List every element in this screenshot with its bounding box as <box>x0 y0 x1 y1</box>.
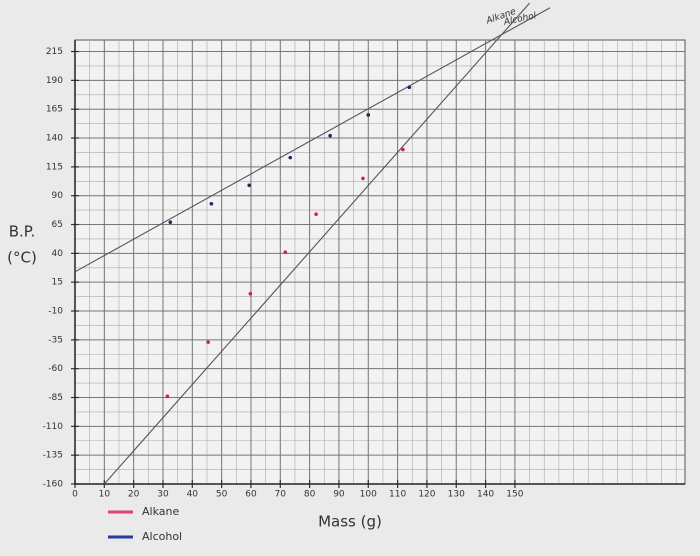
y-tick-label: -160 <box>43 480 64 490</box>
y-tick-label: 140 <box>46 134 63 144</box>
x-tick-label: 20 <box>128 490 140 500</box>
y-tick-label: 40 <box>52 249 64 259</box>
point <box>288 155 293 160</box>
y-tick-label: 65 <box>52 220 63 230</box>
x-tick-label: 90 <box>333 490 345 500</box>
x-axis-title: Mass (g) <box>318 513 382 531</box>
point <box>247 183 252 188</box>
x-tick-label: 30 <box>157 490 169 500</box>
point <box>361 176 365 181</box>
point <box>168 220 173 225</box>
y-tick-label: -85 <box>48 393 63 403</box>
point <box>165 394 170 399</box>
y-tick-label: 115 <box>46 162 63 172</box>
x-tick-label: 130 <box>448 490 465 500</box>
x-tick-label: 100 <box>360 490 377 500</box>
y-tick-label: 90 <box>52 191 64 201</box>
point <box>366 113 371 117</box>
x-tick-label: 120 <box>418 490 435 500</box>
x-tick-label: 150 <box>506 490 523 500</box>
x-tick-label: 80 <box>304 490 316 500</box>
y-tick-label: 215 <box>46 47 63 57</box>
point <box>206 340 210 344</box>
x-tick-label: 110 <box>389 490 406 500</box>
y-tick-label: -10 <box>48 307 63 317</box>
x-tick-label: 60 <box>245 490 257 500</box>
x-tick-label: 0 <box>72 490 78 500</box>
point <box>407 85 412 90</box>
x-tick-label: 140 <box>477 490 494 500</box>
legend-label: Alkane <box>142 505 179 518</box>
point <box>248 291 253 296</box>
trend-line <box>74 7 551 273</box>
y-tick-label: -110 <box>43 422 64 432</box>
x-tick-label: 10 <box>99 490 111 500</box>
y-tick-label: -35 <box>48 335 63 345</box>
y-tick-label: 190 <box>46 76 63 86</box>
x-tick-label: 50 <box>216 490 228 500</box>
y-tick-label: -60 <box>48 364 63 374</box>
point <box>314 212 318 216</box>
x-tick-label: 40 <box>187 490 199 500</box>
y-tick-label: 15 <box>52 278 63 288</box>
y-axis-title: B.P. <box>9 223 36 241</box>
trend-line <box>103 2 530 485</box>
y-tick-label: 165 <box>46 105 63 115</box>
plot-area <box>74 39 686 485</box>
point <box>283 250 288 254</box>
point <box>401 147 405 152</box>
x-tick-label: 70 <box>275 490 287 500</box>
point <box>209 201 214 206</box>
legend-label: Alcohol <box>142 530 182 543</box>
y-axis-title: (°C) <box>7 249 37 267</box>
y-tick-label: -135 <box>43 451 63 461</box>
point <box>328 133 332 138</box>
